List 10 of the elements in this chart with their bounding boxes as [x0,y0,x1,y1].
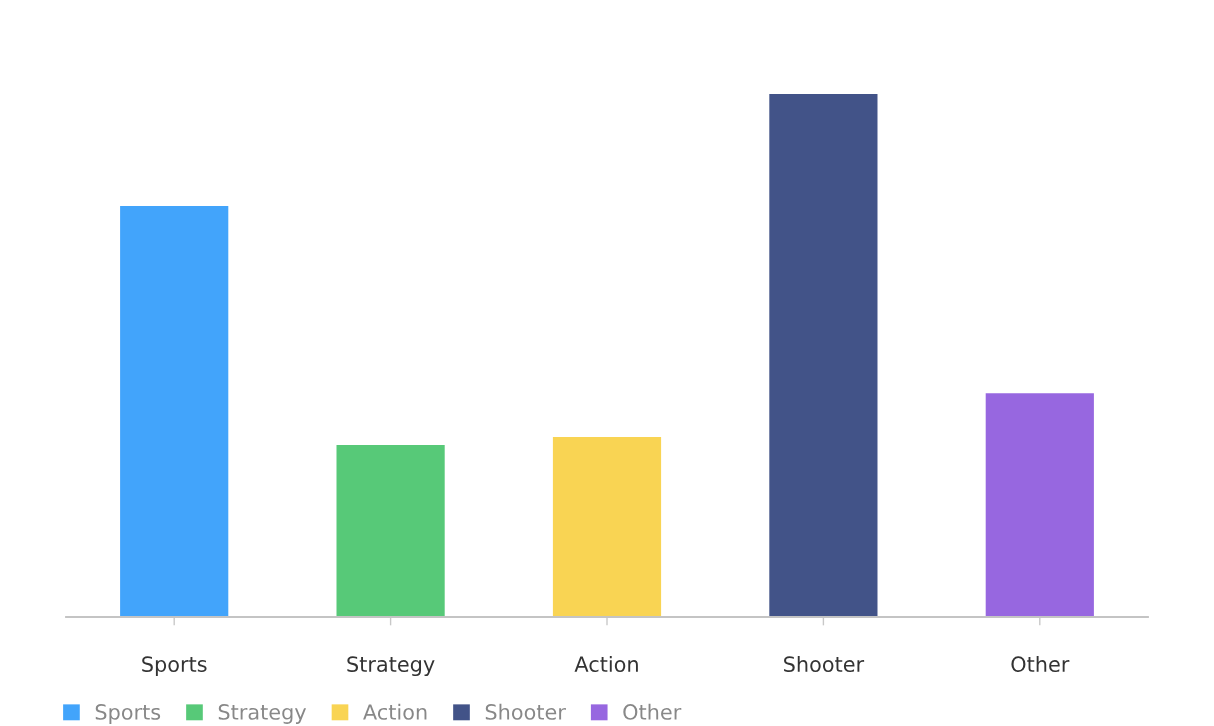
legend-label: Strategy [218,704,307,724]
x-tick-label: Strategy [347,656,435,677]
x-tick-label: Sports [142,656,207,677]
x-tick-label: Other [1011,655,1070,673]
x-tick-label: Shooter [784,655,865,673]
x-tick-label: Action [574,655,638,673]
legend-label: Other [623,703,682,720]
legend-label: Sports [95,704,161,724]
legend-label: Shooter [485,703,566,720]
legend-label: Action [363,703,427,720]
